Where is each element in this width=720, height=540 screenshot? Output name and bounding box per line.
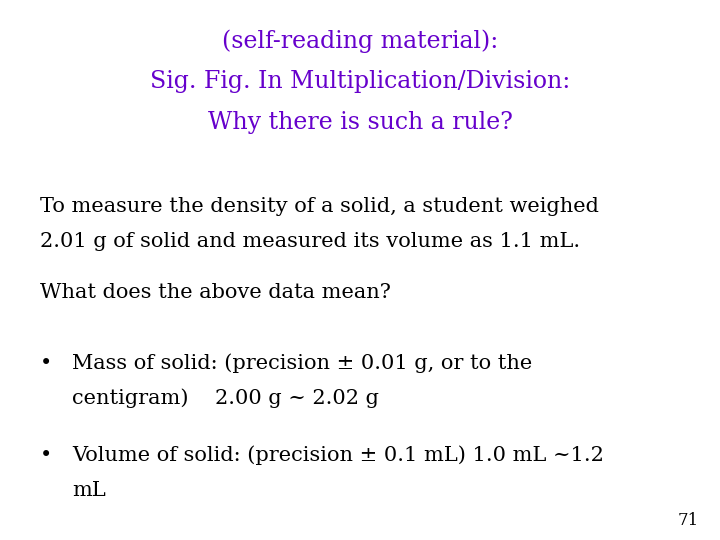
Text: (self-reading material):: (self-reading material): [222, 30, 498, 53]
Text: 71: 71 [677, 512, 698, 529]
Text: 2.01 g of solid and measured its volume as 1.1 mL.: 2.01 g of solid and measured its volume … [40, 232, 580, 251]
Text: •: • [40, 354, 52, 373]
Text: •: • [40, 446, 52, 464]
Text: centigram)    2.00 g ~ 2.02 g: centigram) 2.00 g ~ 2.02 g [72, 389, 379, 408]
Text: Why there is such a rule?: Why there is such a rule? [207, 111, 513, 134]
Text: mL: mL [72, 481, 106, 500]
Text: Sig. Fig. In Multiplication/Division:: Sig. Fig. In Multiplication/Division: [150, 70, 570, 93]
Text: Mass of solid: (precision ± 0.01 g, or to the: Mass of solid: (precision ± 0.01 g, or t… [72, 354, 532, 373]
Text: Volume of solid: (precision ± 0.1 mL) 1.0 mL ~1.2: Volume of solid: (precision ± 0.1 mL) 1.… [72, 446, 604, 465]
Text: To measure the density of a solid, a student weighed: To measure the density of a solid, a stu… [40, 197, 598, 216]
Text: What does the above data mean?: What does the above data mean? [40, 284, 390, 302]
